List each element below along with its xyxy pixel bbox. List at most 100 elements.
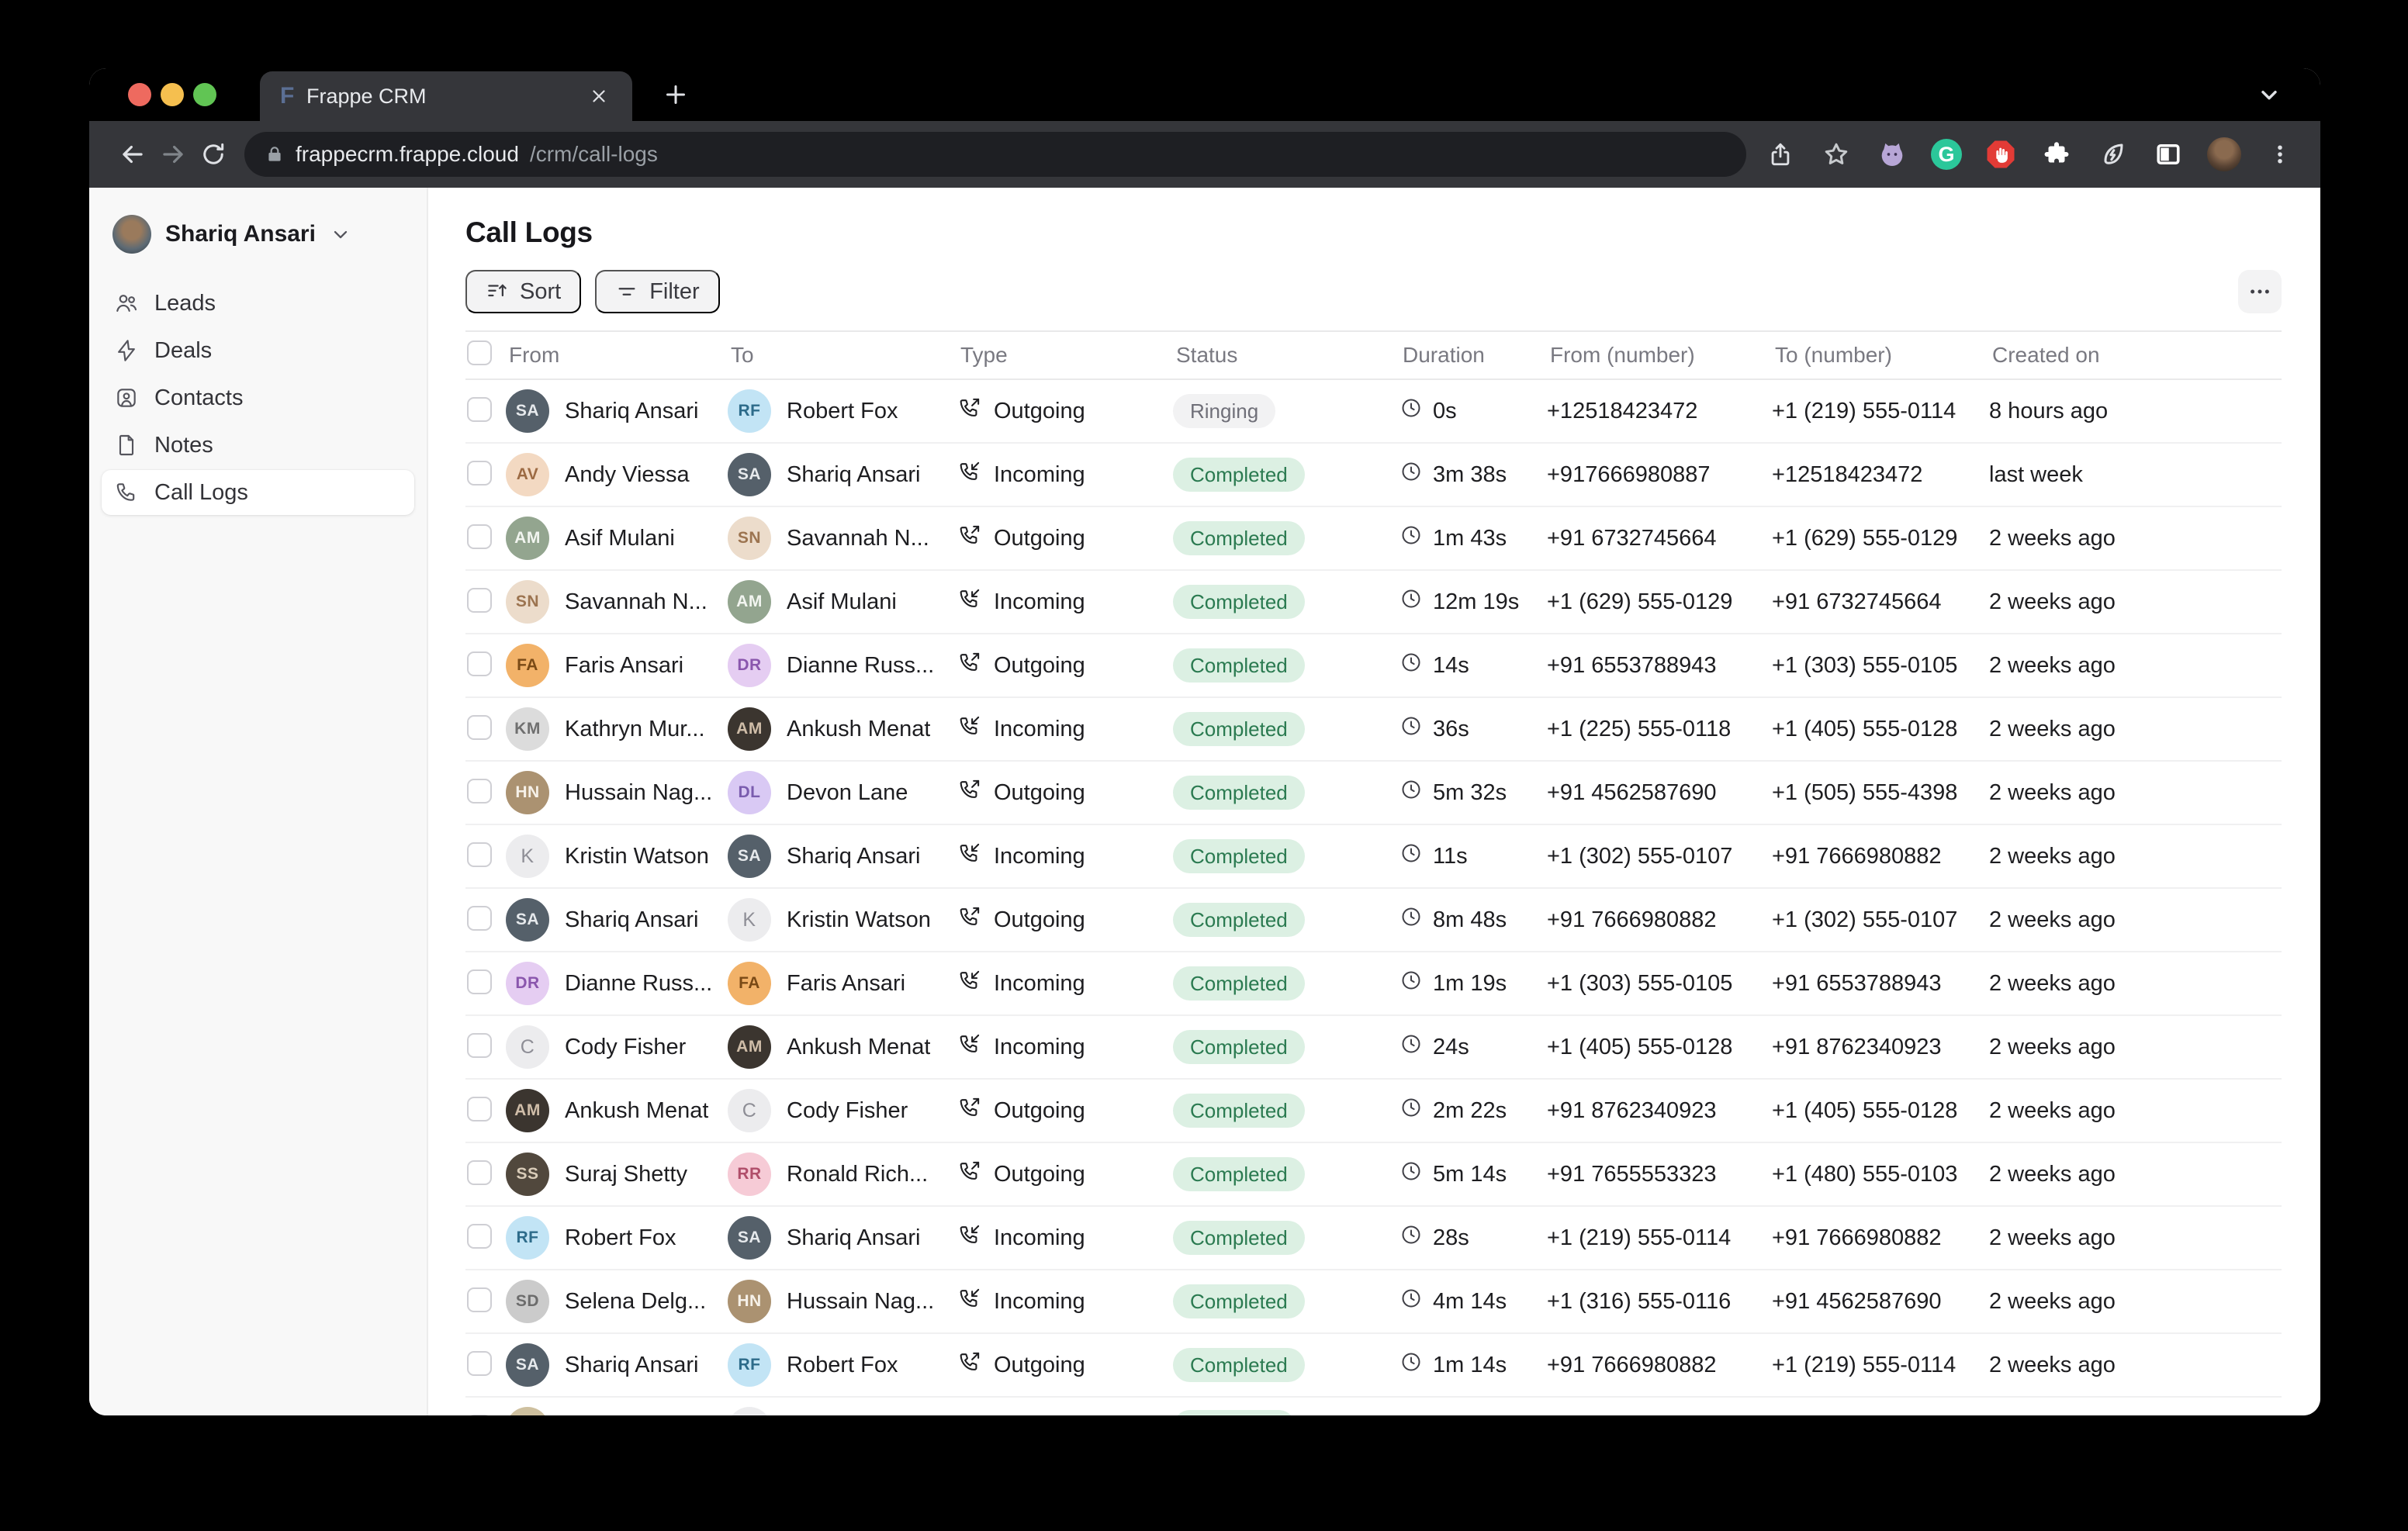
row-checkbox[interactable] <box>467 651 492 676</box>
sidebar-item-leads[interactable]: Leads <box>102 281 414 326</box>
sidebar-item-label: Contacts <box>154 385 244 410</box>
to-number: +12518423472 <box>1772 461 1923 487</box>
clock-icon <box>1399 1159 1423 1189</box>
from-number: +1 (302) 555-0107 <box>1547 843 1733 869</box>
browser-profile-avatar[interactable] <box>2207 137 2241 171</box>
browser-window: F Frappe CRM frappecrm.frappe.cloud/c <box>89 68 2320 1415</box>
share-icon[interactable] <box>1763 137 1797 171</box>
duration-value: 8m 48s <box>1433 907 1507 932</box>
to-name: Asif Mulani <box>787 589 897 614</box>
to-avatar: HN <box>728 1280 771 1323</box>
extensions-puzzle-icon[interactable] <box>2040 137 2074 171</box>
table-row[interactable]: SA Shariq Ansari RF Robert Fox Outgoing Co… <box>465 1334 2282 1398</box>
row-checkbox[interactable] <box>467 460 492 486</box>
status-badge: Completed <box>1173 458 1305 492</box>
tab-search-chevron-icon[interactable] <box>2252 78 2286 112</box>
row-checkbox[interactable] <box>467 587 492 613</box>
bookmark-star-icon[interactable] <box>1819 137 1853 171</box>
from-number: +1 (303) 555-0105 <box>1547 970 1733 996</box>
table-row[interactable] <box>465 1398 2282 1415</box>
tab-close-icon[interactable] <box>586 83 612 109</box>
created-on: 2 weeks ago <box>1989 907 2116 932</box>
call-type-label: Outgoing <box>994 1352 1085 1377</box>
user-menu-button[interactable]: Shariq Ansari <box>102 214 414 254</box>
adblock-extension-icon[interactable] <box>1984 137 2018 171</box>
table-row[interactable]: KM Kathryn Mur... AM Ankush Menat Incoming… <box>465 698 2282 762</box>
table-row[interactable]: SA Shariq Ansari RF Robert Fox Outgoing Ri… <box>465 380 2282 444</box>
select-all-checkbox[interactable] <box>467 340 492 365</box>
row-checkbox[interactable] <box>467 1159 492 1185</box>
table-row[interactable]: K Kristin Watson SA Shariq Ansari Incoming… <box>465 825 2282 889</box>
table-row[interactable]: SA Shariq Ansari K Kristin Watson Outgoing… <box>465 889 2282 952</box>
row-checkbox[interactable] <box>467 1223 492 1249</box>
from-name: Asif Mulani <box>565 525 675 551</box>
clock-icon <box>1399 460 1423 489</box>
new-tab-button[interactable] <box>659 78 693 112</box>
table-row[interactable]: SN Savannah N... AM Asif Mulani Incoming C… <box>465 571 2282 634</box>
reload-button[interactable] <box>193 134 234 175</box>
close-window-button[interactable] <box>128 83 151 106</box>
energy-saver-icon[interactable] <box>2095 137 2129 171</box>
status-badge: Completed <box>1173 1221 1305 1255</box>
row-checkbox[interactable] <box>467 1414 492 1415</box>
clock-icon <box>1399 651 1423 680</box>
row-checkbox[interactable] <box>467 714 492 740</box>
call-type-label: Outgoing <box>994 907 1085 932</box>
from-number: +91 4562587690 <box>1547 779 1717 805</box>
status-badge: Completed <box>1173 1348 1305 1382</box>
duration-value: 14s <box>1433 652 1469 678</box>
grammarly-extension-icon[interactable]: G <box>1931 139 1962 170</box>
back-button[interactable] <box>112 134 153 175</box>
table-row[interactable]: AM Ankush Menat C Cody Fisher Outgoing Com… <box>465 1080 2282 1143</box>
table-row[interactable]: AV Andy Viessa SA Shariq Ansari Incoming C… <box>465 444 2282 507</box>
address-bar[interactable]: frappecrm.frappe.cloud/crm/call-logs <box>244 132 1746 177</box>
clock-icon <box>1399 778 1423 807</box>
browser-menu-kebab-icon[interactable] <box>2263 137 2297 171</box>
clock-icon <box>1399 714 1423 744</box>
sidebar-item-deals[interactable]: Deals <box>102 328 414 373</box>
forward-button[interactable] <box>153 134 193 175</box>
row-checkbox[interactable] <box>467 1032 492 1058</box>
to-name: Kristin Watson <box>787 907 931 932</box>
row-checkbox[interactable] <box>467 842 492 867</box>
sidebar-item-contacts[interactable]: Contacts <box>102 375 414 420</box>
table-row[interactable]: FA Faris Ansari DR Dianne Russ... Outgoing… <box>465 634 2282 698</box>
maximize-window-button[interactable] <box>193 83 216 106</box>
row-checkbox[interactable] <box>467 1287 492 1312</box>
call-logs-table-body: SA Shariq Ansari RF Robert Fox Outgoing Ri… <box>465 380 2282 1415</box>
table-row[interactable]: DR Dianne Russ... FA Faris Ansari Incoming… <box>465 952 2282 1016</box>
table-row[interactable]: SD Selena Delg... HN Hussain Nag... Incomi… <box>465 1270 2282 1334</box>
table-row[interactable]: C Cody Fisher AM Ankush Menat Incoming Com… <box>465 1016 2282 1080</box>
table-row[interactable]: AM Asif Mulani SN Savannah N... Outgoing C… <box>465 507 2282 571</box>
duration-value: 2m 22s <box>1433 1097 1507 1123</box>
status-badge: Completed <box>1173 839 1305 873</box>
table-row[interactable]: HN Hussain Nag... DL Devon Lane Outgoing C… <box>465 762 2282 825</box>
row-checkbox[interactable] <box>467 524 492 549</box>
browser-tab[interactable]: F Frappe CRM <box>260 71 632 121</box>
sidebar-item-call-logs[interactable]: Call Logs <box>102 470 414 515</box>
table-row[interactable]: RF Robert Fox SA Shariq Ansari Incoming Co… <box>465 1207 2282 1270</box>
row-checkbox[interactable] <box>467 396 492 422</box>
minimize-window-button[interactable] <box>161 83 184 106</box>
sort-button[interactable]: Sort <box>465 270 582 313</box>
call-type-label: Outgoing <box>994 1097 1085 1123</box>
from-avatar: K <box>506 835 549 878</box>
to-number: +91 4562587690 <box>1772 1288 1942 1314</box>
filter-button[interactable]: Filter <box>595 270 720 313</box>
row-checkbox[interactable] <box>467 905 492 931</box>
row-checkbox[interactable] <box>467 969 492 994</box>
call-type-icon <box>957 651 981 681</box>
more-options-button[interactable] <box>2238 270 2282 313</box>
table-row[interactable]: SS Suraj Shetty RR Ronald Rich... Outgoing… <box>465 1143 2282 1207</box>
to-number: +1 (480) 555-0103 <box>1772 1161 1958 1187</box>
row-checkbox[interactable] <box>467 778 492 804</box>
github-extension-icon[interactable] <box>1875 137 1909 171</box>
side-panel-icon[interactable] <box>2151 137 2185 171</box>
call-type-label: Incoming <box>994 1034 1085 1059</box>
row-checkbox[interactable] <box>467 1096 492 1121</box>
row-checkbox[interactable] <box>467 1350 492 1376</box>
sidebar-item-notes[interactable]: Notes <box>102 423 414 468</box>
to-avatar: AM <box>728 1025 771 1069</box>
duration-value: 1m 19s <box>1433 970 1507 996</box>
call-type-label: Incoming <box>994 589 1085 614</box>
